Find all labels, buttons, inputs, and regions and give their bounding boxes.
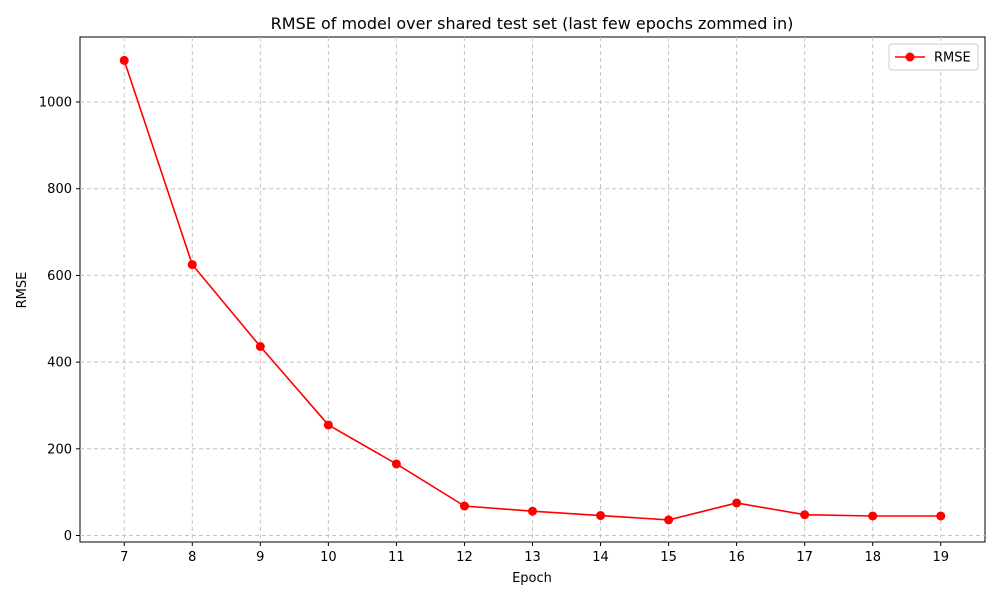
x-tick-label: 7 <box>120 550 128 565</box>
legend: RMSE <box>888 43 979 71</box>
x-tick-label: 17 <box>796 550 813 565</box>
data-point <box>255 342 265 352</box>
y-tick-label: 1000 <box>39 96 72 111</box>
x-tick-label: 10 <box>320 550 337 565</box>
chart-title: RMSE of model over shared test set (last… <box>271 14 794 33</box>
y-tick-label: 0 <box>64 529 72 544</box>
y-tick-label: 200 <box>47 442 72 457</box>
x-tick-label: 9 <box>256 550 264 565</box>
data-point <box>596 511 606 521</box>
y-tick-label: 800 <box>47 182 72 197</box>
y-axis-label: RMSE <box>15 272 30 309</box>
x-tick-label: 11 <box>388 550 405 565</box>
x-tick-label: 16 <box>728 550 745 565</box>
y-tick-label: 600 <box>47 269 72 284</box>
data-point <box>528 506 537 516</box>
x-tick-label: 13 <box>524 550 541 565</box>
x-tick-label: 8 <box>188 550 196 565</box>
legend-label: RMSE <box>934 51 971 66</box>
x-tick-label: 18 <box>864 550 881 565</box>
data-point <box>459 501 469 511</box>
data-point <box>800 510 810 520</box>
x-tick-label: 14 <box>592 550 609 565</box>
x-tick-label: 15 <box>660 550 677 565</box>
data-point <box>664 515 674 525</box>
data-point <box>323 420 333 430</box>
legend-marker <box>905 52 915 62</box>
legend-box <box>888 43 979 71</box>
x-axis-ticks: 7 8 9 10 11 12 13 14 15 16 17 18 19 <box>120 542 949 565</box>
data-point <box>187 260 197 270</box>
data-point <box>936 511 946 521</box>
series-layer <box>119 55 946 525</box>
x-axis-label: Epoch <box>512 571 552 586</box>
data-point <box>732 498 742 508</box>
data-point <box>868 511 878 521</box>
x-tick-label: 19 <box>932 550 949 565</box>
y-tick-label: 400 <box>47 356 72 371</box>
x-tick-label: 12 <box>456 550 473 565</box>
grid-lines <box>80 37 985 542</box>
data-point <box>391 459 401 469</box>
y-axis-ticks: 0 200 400 600 800 1000 <box>39 96 80 544</box>
data-point <box>119 55 129 65</box>
